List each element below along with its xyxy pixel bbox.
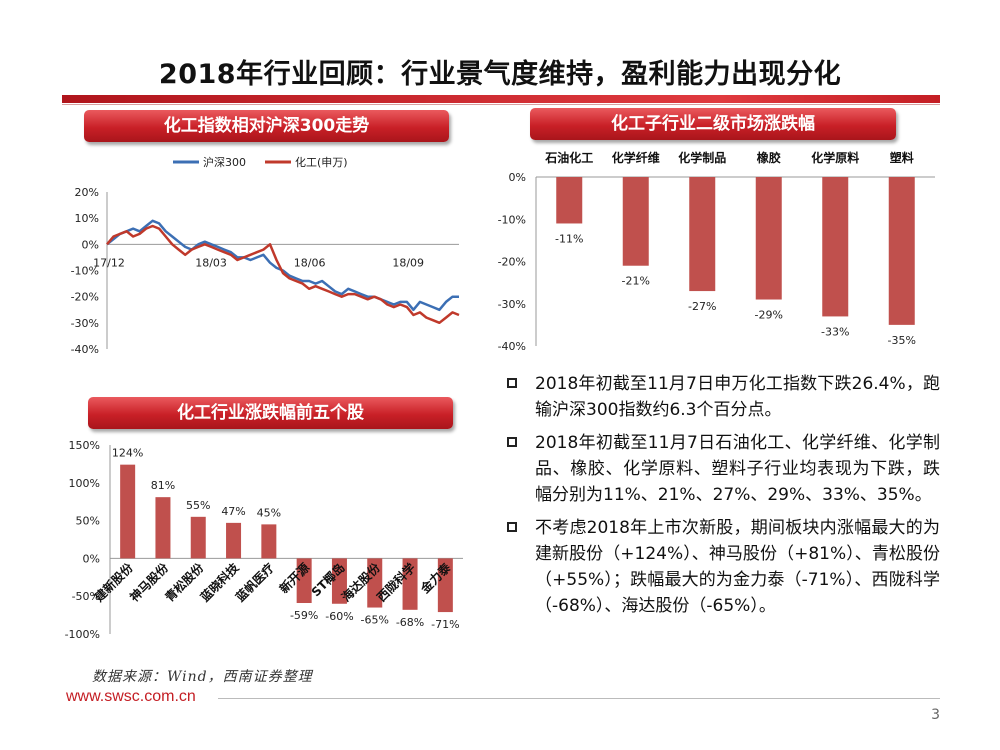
bar [226,522,242,559]
y-tick-label: -10% [71,265,99,278]
data-label: -60% [325,610,353,623]
x-tick-label: 18/03 [195,256,227,269]
footer-line [218,698,940,699]
y-tick-label: 100% [69,477,100,490]
data-label: 45% [257,506,281,519]
data-label: -68% [396,616,424,629]
index-chart-title: 化工指数相对沪深300走势 [84,110,449,142]
y-tick-label: 150% [69,439,100,452]
sub-industry-bar-chart: 0% -10% -20% -30% -40% 石油化工 -11% 化学纤维 -21% 化学制品 -2… [498,150,935,353]
bar [261,524,277,559]
x-tick-label: 18/09 [392,256,424,269]
top5-chart-title: 化工行业涨跌幅前五个股 [88,397,453,429]
y-tick-label: -20% [71,291,99,304]
bullet-item: 2018年初截至11月7日申万化工指数下跌26.4%，跑输沪深300指数约6.3… [505,371,940,423]
bar [367,558,383,608]
bar [689,177,716,292]
bar [822,177,849,317]
bar [155,497,171,559]
category-label: 橡胶 [757,150,781,165]
bullet-list: 2018年初截至11月7日申万化工指数下跌26.4%，跑输沪深300指数约6.3… [505,371,940,626]
bar [190,516,206,559]
y-tick-label: -30% [498,298,526,311]
y-tick-label: 20% [75,186,99,199]
category-label: 蓝帆医疗 [232,560,277,605]
y-tick-label: -30% [71,317,99,330]
data-label: 81% [151,479,175,492]
y-tick-label: -40% [498,340,526,353]
title-underline [62,95,940,103]
data-label: -59% [290,609,318,622]
bar [120,464,136,559]
y-tick-label: 0% [509,171,526,184]
square-bullet-icon [507,437,517,447]
website-link[interactable]: www.swsc.com.cn [66,688,196,705]
bar [755,177,782,300]
data-label: -65% [361,614,389,627]
data-label: -27% [688,300,716,313]
category-label: 石油化工 [544,150,593,165]
bar [437,558,453,613]
category-label: 化学原料 [811,150,859,165]
bullet-text: 不考虑2018年上市次新股，期间板块内涨幅最大的为建新股份（+124%）、神马股… [535,518,940,616]
bullet-text: 2018年初截至11月7日申万化工指数下跌26.4%，跑输沪深300指数约6.3… [535,374,940,420]
bar [888,177,915,325]
index-line-chart: 20% 10% 0% -10% -20% -30% -40% 17/12 18/03 18/06 1… [71,155,460,356]
y-tick-label: 50% [76,515,100,528]
bar [402,558,418,610]
y-tick-label: 0% [82,238,99,251]
y-tick-label: 10% [75,212,99,225]
square-bullet-icon [507,378,517,388]
legend-label: 沪深300 [203,155,246,169]
data-label: -21% [622,275,650,288]
top5-bar-chart: 150%100%50%0%-50%-100%124%建新股份81%神马股份55%… [65,439,463,641]
bar [331,558,347,604]
y-tick-label: -50% [72,590,100,603]
data-label: 124% [112,447,143,460]
category-label: 化学纤维 [612,150,660,165]
data-label: -29% [755,309,783,322]
category-label: 塑料 [890,150,914,165]
sub-industry-chart-title: 化工子行业二级市场涨跌幅 [530,108,896,140]
square-bullet-icon [507,522,517,532]
y-tick-label: -100% [65,628,100,641]
page-number: 3 [931,707,940,723]
data-label: -35% [888,334,916,347]
data-label: -71% [431,618,459,631]
bullet-item: 2018年初截至11月7日石油化工、化学纤维、化学制品、橡胶、化学原料、塑料子行… [505,430,940,508]
bar [556,177,583,224]
y-tick-label: 0% [83,552,100,565]
legend-label: 化工(申万) [295,155,348,169]
data-source: 数据来源：Wind，西南证券整理 [92,669,313,685]
bullet-item: 不考虑2018年上市次新股，期间板块内涨幅最大的为建新股份（+124%）、神马股… [505,515,940,619]
bullet-text: 2018年初截至11月7日石油化工、化学纤维、化学制品、橡胶、化学原料、塑料子行… [535,433,940,505]
title-thin-line [62,104,940,105]
y-tick-label: -10% [498,213,526,226]
data-label: -33% [821,325,849,338]
y-tick-label: -20% [498,256,526,269]
category-label: 化学制品 [678,150,726,165]
x-tick-label: 17/12 [93,256,125,269]
data-label: 47% [221,505,245,518]
bar [622,177,649,266]
x-tick-label: 18/06 [294,256,326,269]
y-tick-label: -40% [71,343,99,356]
bar [296,558,312,604]
chem-series-line [106,224,460,325]
data-label: 55% [186,499,210,512]
data-label: -11% [555,232,583,245]
page-title: 2018年行业回顾：行业景气度维持，盈利能力出现分化 [158,59,842,90]
